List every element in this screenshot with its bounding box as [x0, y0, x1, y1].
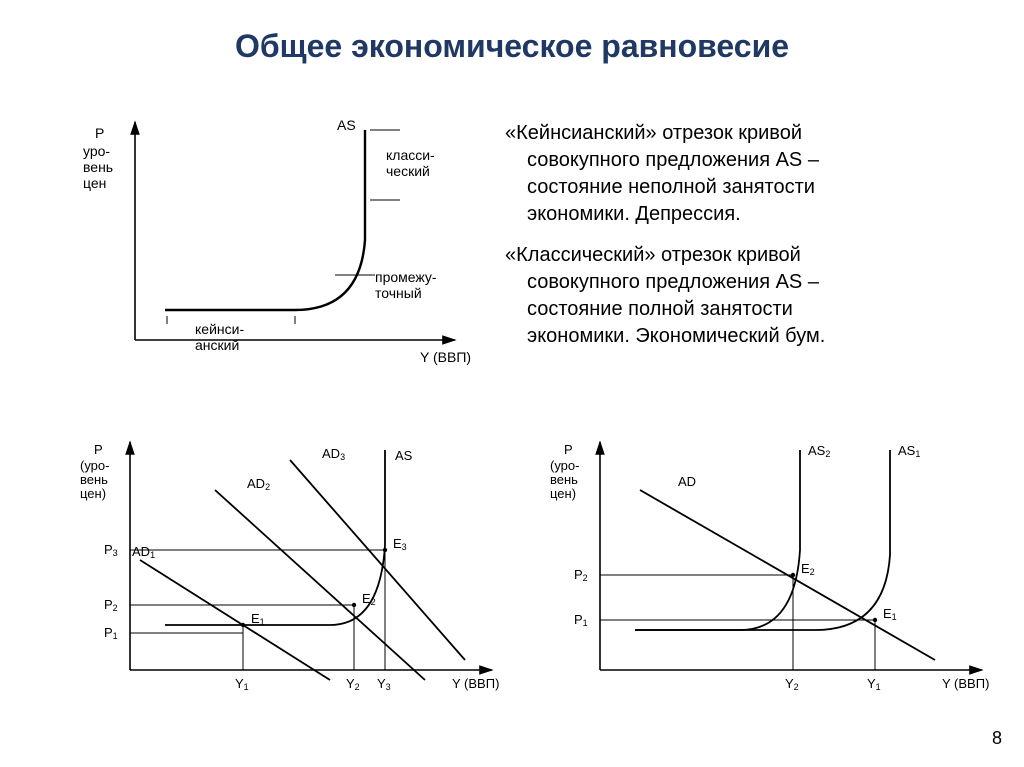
bullet-1-line4: экономики. Депрессия. [527, 203, 741, 225]
chart-ad-shift: P(уро-веньцен) Y (ВВП) AS AD1 AD2 AD3 E1 E2 E3 P1… [70, 430, 510, 710]
svg-text:цен: цен [83, 175, 106, 191]
svg-text:AD2: AD2 [247, 476, 270, 492]
bullet-2-line1: «Классический» отрезок кривой [505, 244, 801, 266]
bullet-2-line4: экономики. Экономический бум. [527, 325, 825, 347]
chart-as-segments: Pуро-веньцен Y (ВВП) AS класси-ческий промеж… [75, 110, 475, 380]
svg-text:Y3: Y3 [377, 676, 391, 692]
svg-text:E2: E2 [362, 591, 376, 607]
svg-text:Y2: Y2 [785, 676, 799, 692]
page-number: 8 [992, 728, 1002, 749]
svg-text:(уро-: (уро- [550, 458, 579, 473]
svg-text:AS: AS [337, 117, 356, 133]
svg-text:Y (ВВП): Y (ВВП) [942, 676, 989, 691]
bullet-1-line2: совокупного предложения AS – [527, 149, 819, 171]
slide: Общее экономическое равновесие «Кейнсиан… [0, 0, 1024, 767]
svg-text:точный: точный [375, 285, 422, 301]
svg-text:P2: P2 [574, 567, 588, 583]
svg-text:ческий: ческий [386, 163, 430, 179]
svg-text:AS: AS [395, 448, 413, 463]
svg-text:Y1: Y1 [235, 676, 249, 692]
bullet-2: «Классический» отрезок кривой совокупног… [505, 242, 975, 350]
svg-text:Y (ВВП): Y (ВВП) [452, 676, 499, 691]
bullet-2-line2: совокупного предложения AS – [527, 271, 819, 293]
svg-text:P2: P2 [104, 597, 118, 613]
svg-text:анский: анский [195, 337, 239, 353]
svg-text:AS2: AS2 [808, 443, 830, 459]
svg-text:вень: вень [550, 472, 578, 487]
svg-text:уро-: уро- [83, 143, 110, 159]
chart-as-shift: P(уро-веньцен) Y (ВВП) AD AS1 AS2 E1 E2 P1 P2 Y1 Y… [540, 430, 1000, 710]
svg-text:вень: вень [80, 472, 108, 487]
svg-text:P1: P1 [104, 625, 118, 641]
svg-text:P: P [564, 442, 573, 457]
slide-title: Общее экономическое равновесие [0, 28, 1024, 65]
svg-text:AD1: AD1 [132, 544, 155, 560]
svg-text:класси-: класси- [386, 147, 435, 163]
svg-text:промежу-: промежу- [375, 269, 437, 285]
svg-text:(уро-: (уро- [80, 458, 109, 473]
svg-text:Y2: Y2 [346, 676, 360, 692]
svg-text:E1: E1 [883, 606, 897, 622]
svg-text:P: P [95, 125, 104, 141]
svg-text:AS1: AS1 [898, 443, 920, 459]
svg-text:E1: E1 [251, 611, 265, 627]
svg-text:AD3: AD3 [322, 446, 345, 462]
svg-text:цен): цен) [80, 486, 106, 501]
svg-text:вень: вень [83, 159, 113, 175]
svg-text:AD: AD [678, 474, 696, 489]
svg-text:Y (ВВП): Y (ВВП) [420, 349, 471, 365]
svg-text:цен): цен) [550, 486, 576, 501]
svg-text:Y1: Y1 [867, 676, 881, 692]
svg-text:P: P [94, 442, 103, 457]
bullet-list: «Кейнсианский» отрезок кривой совокупног… [505, 120, 975, 364]
bullet-1-line3: состояние неполной занятости [527, 176, 815, 198]
svg-text:P3: P3 [104, 542, 118, 558]
svg-text:кейнси-: кейнси- [195, 321, 244, 337]
svg-text:P1: P1 [574, 612, 588, 628]
svg-text:E3: E3 [393, 536, 407, 552]
bullet-2-line3: состояние полной занятости [527, 298, 793, 320]
bullet-1-line1: «Кейнсианский» отрезок кривой [505, 122, 802, 144]
svg-text:E2: E2 [801, 561, 815, 577]
bullet-1: «Кейнсианский» отрезок кривой совокупног… [505, 120, 975, 228]
